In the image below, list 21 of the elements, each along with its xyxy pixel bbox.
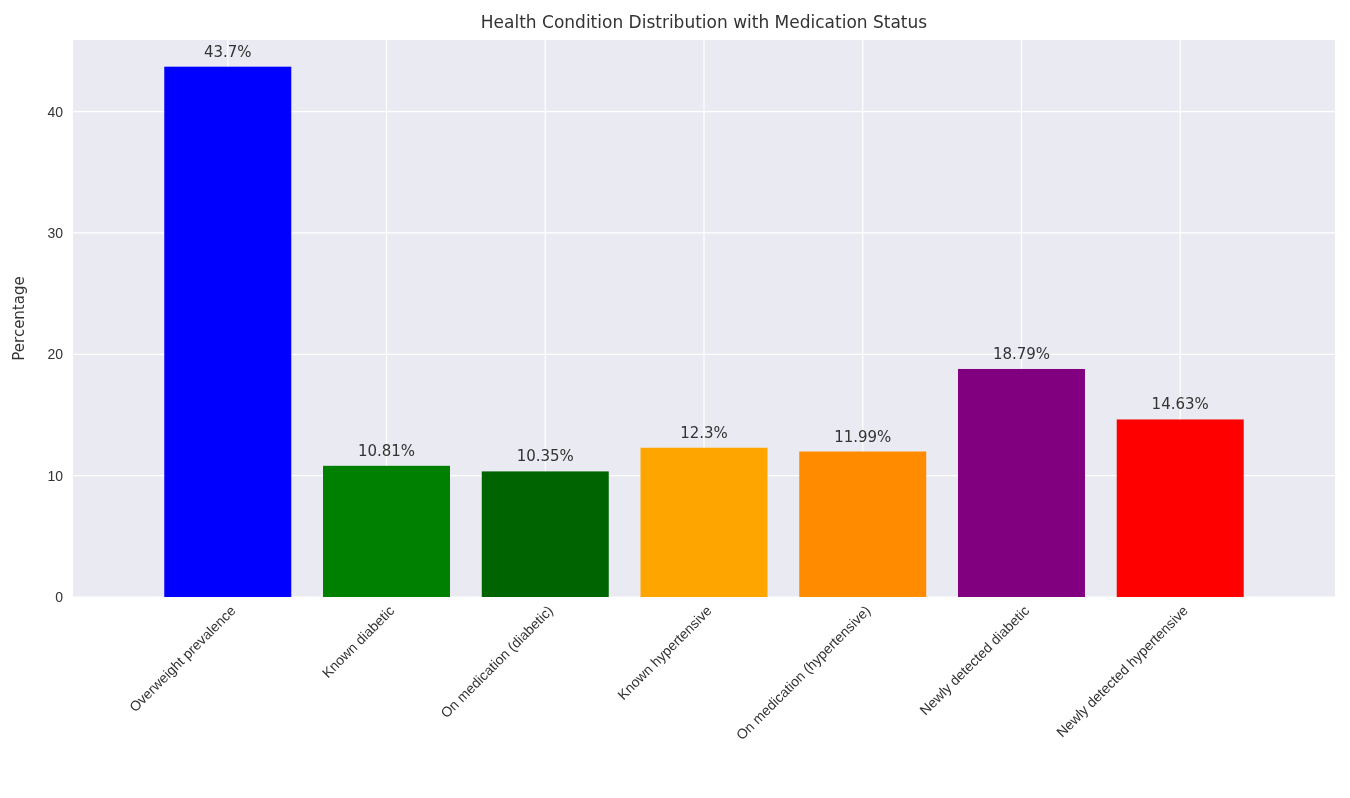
y-tick-label: 30 bbox=[47, 224, 64, 241]
bar bbox=[640, 447, 768, 597]
y-tick-label: 40 bbox=[47, 103, 64, 120]
data-label: 11.99% bbox=[834, 427, 892, 446]
bar bbox=[1116, 419, 1244, 597]
bar bbox=[323, 465, 451, 597]
bar bbox=[957, 368, 1085, 597]
data-label: 14.63% bbox=[1151, 395, 1209, 414]
y-axis-title: Percentage bbox=[10, 276, 28, 361]
y-tick-label: 0 bbox=[55, 588, 64, 605]
data-label: 12.3% bbox=[680, 423, 728, 442]
data-label: 18.79% bbox=[992, 344, 1051, 363]
y-tick-label: 20 bbox=[47, 346, 64, 363]
y-tick-label: 10 bbox=[47, 467, 64, 484]
bar bbox=[481, 471, 609, 597]
bar bbox=[164, 66, 292, 597]
bar bbox=[799, 451, 927, 597]
data-label: 10.81% bbox=[357, 441, 416, 460]
data-label: 10.35% bbox=[516, 447, 574, 466]
chart-title: Health Condition Distribution with Medication Status bbox=[480, 12, 928, 32]
data-label: 43.7% bbox=[203, 42, 252, 61]
